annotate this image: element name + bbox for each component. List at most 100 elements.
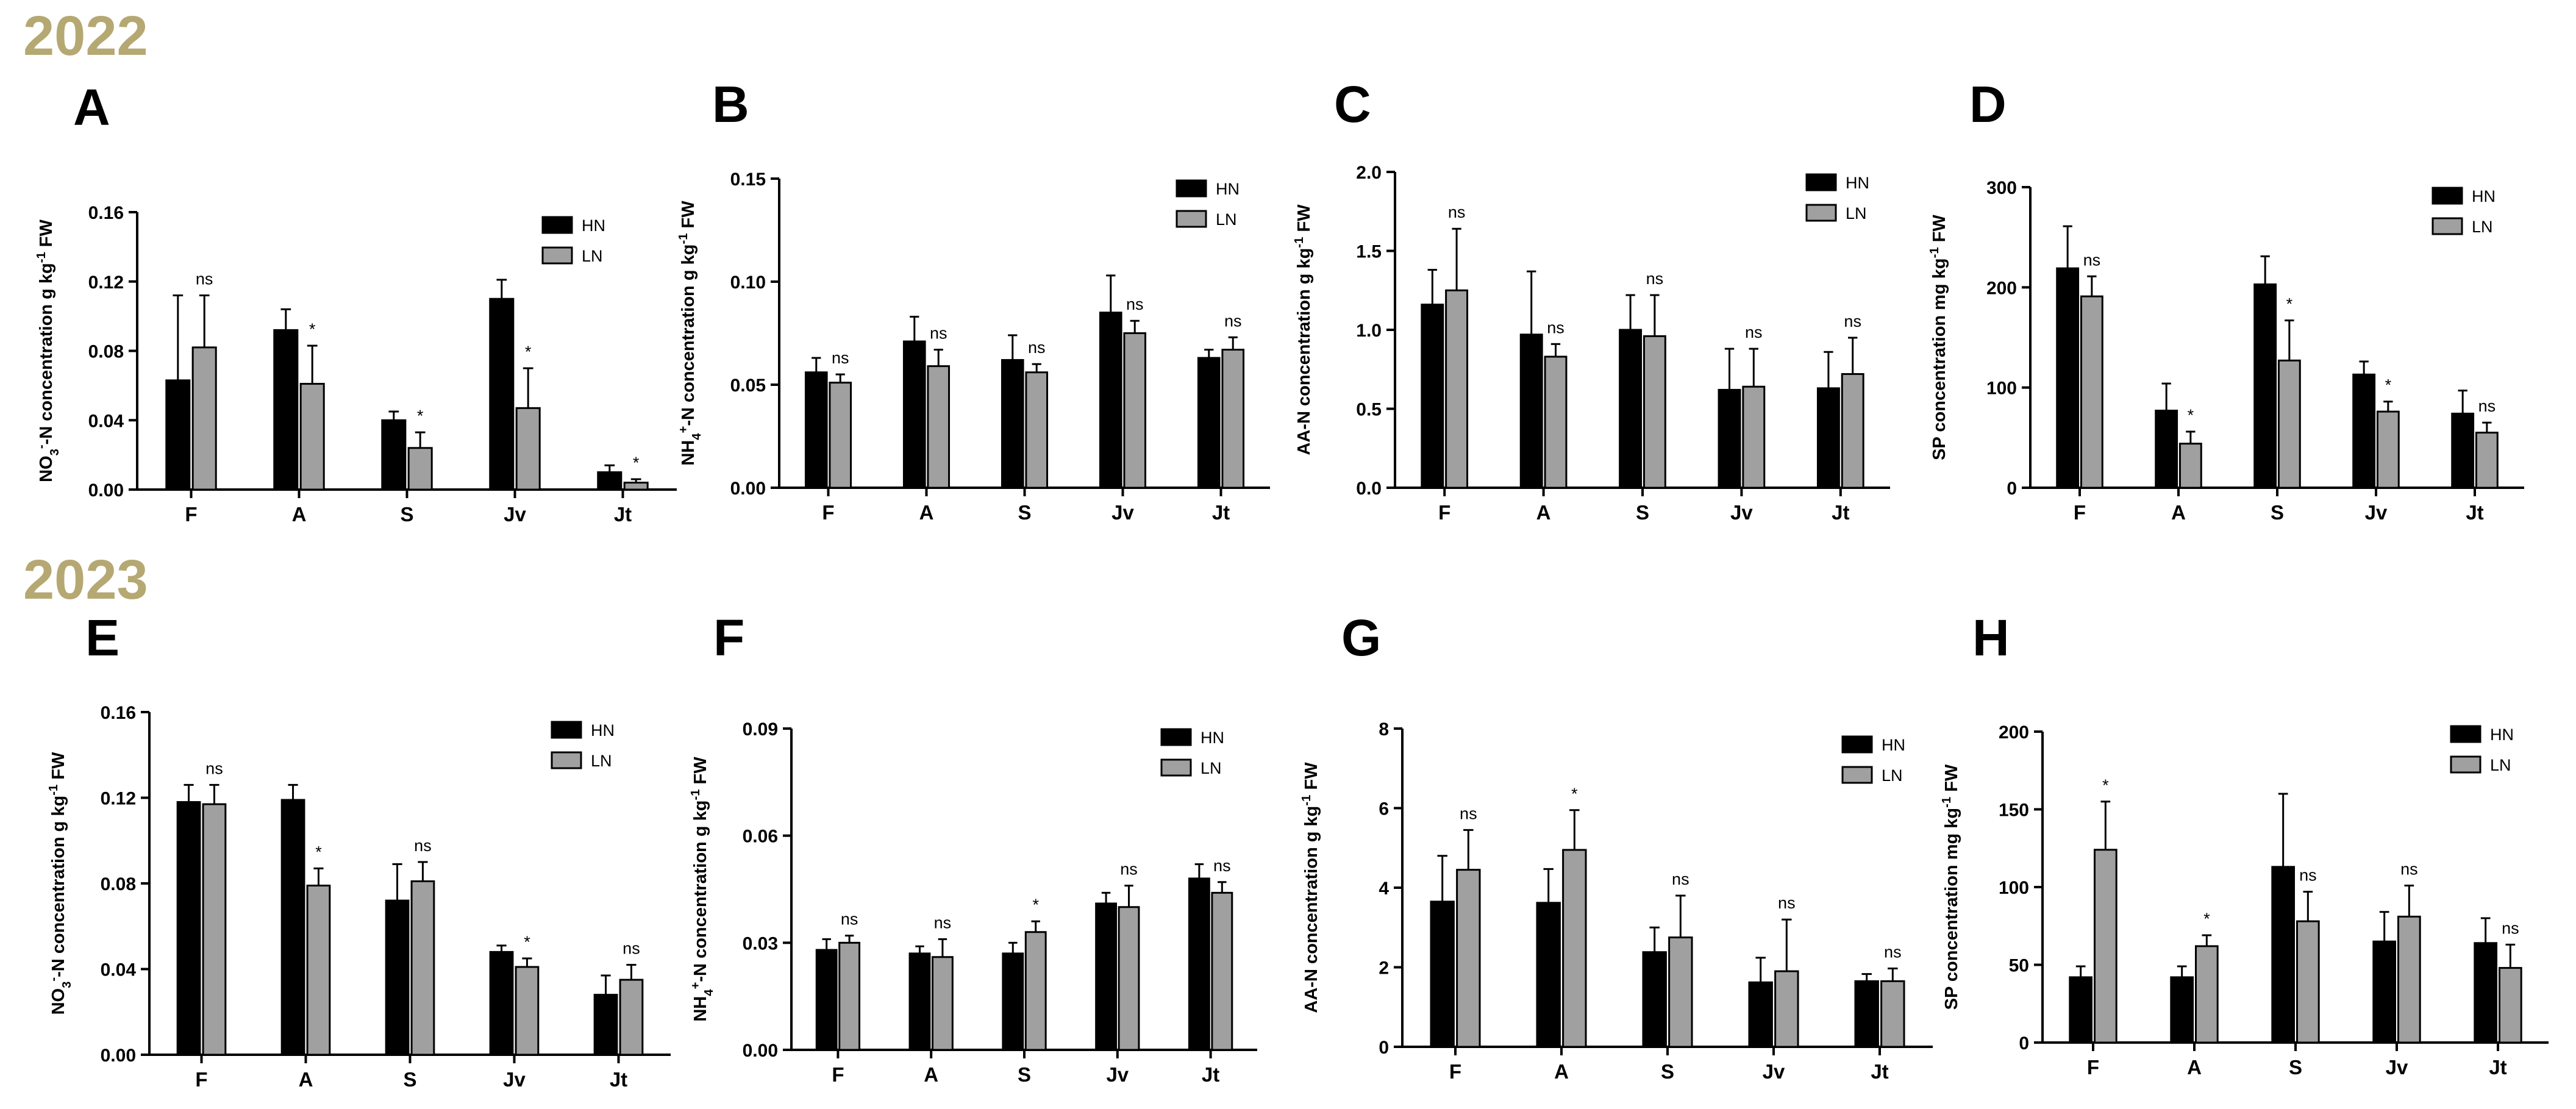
- bar-hn-a: [2155, 409, 2178, 489]
- y-tick-label: 0.06: [743, 827, 778, 847]
- x-tick-label: A: [292, 503, 307, 526]
- significance-label: *: [315, 843, 322, 861]
- significance-label: ns: [1884, 943, 1902, 961]
- bar-ln-jv: [1774, 970, 1799, 1048]
- y-tick-label: 0.5: [1356, 400, 1382, 420]
- bar-hn-s: [385, 899, 410, 1056]
- significance-label: *: [2286, 295, 2293, 313]
- bar-ln-jv: [1742, 385, 1766, 489]
- x-tick-label: F: [1438, 501, 1450, 524]
- bar-hn-jv: [1718, 388, 1741, 489]
- significance-label: ns: [1745, 323, 1763, 341]
- legend-label-hn: HN: [1201, 729, 1224, 747]
- panel-label: D: [1969, 76, 2007, 133]
- y-tick-label: 0.08: [101, 874, 136, 894]
- bar-ln-f: [202, 803, 227, 1056]
- y-tick-label: 6: [1379, 799, 1389, 819]
- legend-label-hn: HN: [1882, 736, 1905, 754]
- legend-label-hn: HN: [2490, 726, 2514, 744]
- x-tick-label: S: [2289, 1056, 2302, 1079]
- bar-ln-a: [1562, 849, 1587, 1048]
- bar-ln-a: [1544, 355, 1568, 489]
- y-tick-label: 0.05: [730, 376, 766, 396]
- bar-ln-jt: [623, 482, 649, 491]
- x-tick-label: A: [2171, 501, 2186, 524]
- y-axis-label: NH4+-N concentration g kg-1 FW: [677, 201, 704, 466]
- bar-ln-a: [931, 956, 954, 1051]
- bar-hn-s: [1619, 329, 1643, 489]
- y-tick-label: 0: [2007, 479, 2017, 499]
- significance-label: ns: [2299, 866, 2317, 885]
- bar-hn-a: [2170, 976, 2194, 1044]
- significance-label: ns: [1213, 857, 1231, 875]
- x-tick-label: Jv: [503, 1068, 526, 1091]
- bar-hn-jt: [1188, 877, 1210, 1051]
- significance-label: ns: [930, 324, 947, 343]
- x-tick-label: S: [400, 503, 413, 526]
- legend-swatch-hn: [1160, 728, 1192, 746]
- bar-hn-jt: [2451, 412, 2475, 489]
- significance-label: ns: [2502, 919, 2519, 937]
- bar-ln-a: [927, 365, 951, 489]
- bar-hn-a: [902, 340, 926, 489]
- x-tick-label: F: [2087, 1056, 2099, 1079]
- y-tick-label: 0.00: [101, 1046, 136, 1066]
- significance-label: ns: [934, 913, 952, 932]
- significance-label: *: [525, 343, 532, 361]
- x-tick-label: S: [403, 1068, 416, 1091]
- significance-label: ns: [1778, 894, 1796, 912]
- legend-label-ln: LN: [2472, 218, 2493, 236]
- chart-f: F 0.00 0.03 0.06 0.09 NH4+-N concentration g …: [689, 609, 1257, 1086]
- bar-hn-jt: [1854, 980, 1879, 1048]
- panel-label: C: [1334, 76, 1371, 133]
- chart-e: E 0.00 0.04 0.08 0.12 0.16 NO3--N concentratio…: [47, 609, 671, 1091]
- legend-swatch-ln: [1176, 210, 1207, 228]
- bar-ln-jv: [515, 966, 540, 1056]
- bar-ln-jt: [1841, 373, 1864, 489]
- bar-ln-f: [191, 346, 217, 491]
- x-tick-label: Jv: [2365, 501, 2388, 524]
- x-tick-label: Jt: [614, 503, 632, 526]
- legend-swatch-ln: [551, 751, 582, 769]
- y-axis-label: SP concentration mg kg-1 FW: [1928, 215, 1949, 460]
- legend-swatch-hn: [1841, 735, 1873, 754]
- y-tick-label: 0.04: [88, 411, 124, 431]
- y-tick-label: 0.0: [1356, 479, 1382, 499]
- legend-swatch-ln: [1841, 766, 1873, 784]
- bar-hn-jt: [1197, 357, 1221, 489]
- legend-label-hn: HN: [2472, 187, 2496, 205]
- y-tick-label: 0.10: [730, 273, 766, 293]
- x-tick-label: A: [2187, 1056, 2202, 1079]
- legend-label-ln: LN: [1882, 766, 1903, 785]
- y-tick-label: 0.00: [743, 1041, 778, 1061]
- x-tick-label: Jv: [1763, 1060, 1785, 1083]
- significance-label: *: [1032, 896, 1039, 914]
- y-tick-label: 0: [1379, 1038, 1389, 1058]
- significance-label: ns: [1460, 804, 1477, 822]
- bar-ln-s: [2277, 359, 2301, 489]
- bar-hn-f: [1421, 304, 1444, 489]
- bar-ln-s: [1025, 371, 1049, 489]
- significance-label: ns: [1120, 860, 1138, 879]
- legend-label-hn: HN: [1846, 174, 1869, 192]
- y-axis-label: NO3--N concentration g kg-1 FW: [47, 752, 74, 1015]
- bar-hn-s: [1001, 358, 1024, 489]
- y-tick-label: 0.09: [743, 719, 778, 740]
- significance-label: ns: [1448, 203, 1466, 221]
- bar-ln-jv: [1118, 906, 1140, 1051]
- y-tick-label: 100: [1999, 878, 2029, 898]
- x-tick-label: F: [2074, 501, 2086, 524]
- y-tick-label: 150: [1999, 801, 2029, 821]
- legend-swatch-hn: [541, 216, 573, 234]
- x-tick-label: A: [1554, 1060, 1569, 1083]
- legend-swatch-ln: [2450, 755, 2481, 774]
- x-tick-label: F: [185, 503, 197, 526]
- bar-ln-f: [2093, 849, 2118, 1044]
- legend-label-ln: LN: [2490, 756, 2511, 774]
- year-label-2023: 2023: [23, 549, 148, 611]
- bar-ln-jt: [2498, 967, 2522, 1044]
- bar-ln-a: [306, 885, 331, 1056]
- y-tick-label: 200: [1999, 722, 2029, 743]
- significance-label: *: [2203, 910, 2210, 928]
- y-tick-label: 0.08: [88, 342, 124, 362]
